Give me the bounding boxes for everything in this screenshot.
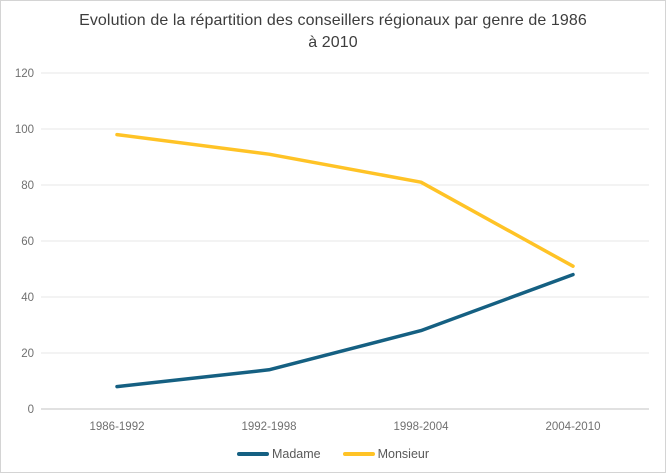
y-axis-tick-label: 80	[21, 180, 34, 192]
legend-item-madame: Madame	[236, 447, 321, 461]
legend-label-madame: Madame	[271, 447, 321, 461]
x-axis-label: 2004-2010	[546, 421, 601, 433]
x-axis-label: 1986-1992	[90, 421, 145, 433]
y-axis-tick-label: 120	[15, 68, 34, 80]
legend-label-monsieur: Monsieur	[377, 447, 430, 461]
y-axis-tick-label: 60	[21, 236, 34, 248]
y-axis-tick-label: 100	[15, 124, 34, 136]
legend-item-monsieur: Monsieur	[342, 447, 430, 461]
legend-swatch-monsieur	[342, 452, 375, 456]
y-axis-tick-label: 0	[28, 404, 34, 416]
series-line-monsieur	[115, 132, 575, 268]
y-axis-tick-label: 40	[21, 292, 34, 304]
x-axis-label: 1998-2004	[394, 421, 450, 433]
legend-swatch-madame	[236, 452, 269, 456]
chart-title: Evolution de la répartition des conseill…	[79, 12, 587, 51]
series-line-madame	[115, 272, 575, 389]
y-axis-tick-label: 20	[21, 348, 34, 360]
chart-legend: Madame Monsieur	[1, 445, 665, 463]
x-axis-label: 1992-1998	[242, 421, 297, 433]
